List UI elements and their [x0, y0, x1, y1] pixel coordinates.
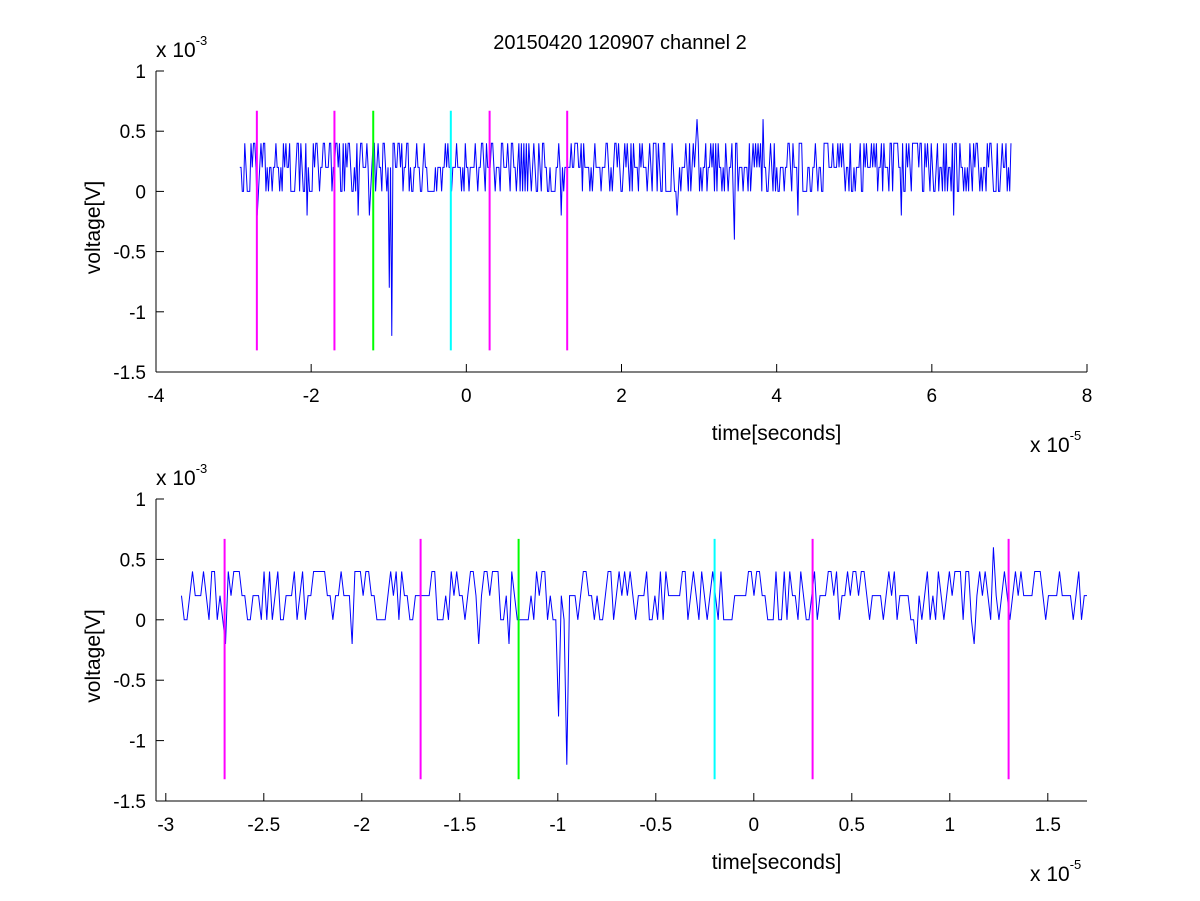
y-tick-label: -1.5 — [113, 363, 146, 384]
y-tick-label: 1 — [135, 62, 146, 83]
x-exponent: -5 — [1070, 428, 1082, 443]
x-tick-label: 0 — [749, 815, 760, 836]
x-tick-label: 4 — [771, 386, 782, 407]
x-tick-label: -3 — [157, 815, 174, 836]
y-axis-label: voltage[V] — [82, 181, 105, 274]
x-tick-label: 1 — [945, 815, 956, 836]
x-axis-label: time[seconds] — [712, 851, 842, 874]
y-tick-label: 0 — [135, 611, 146, 632]
figure-title: 20150420 120907 channel 2 — [493, 32, 747, 54]
top-panel: -4 -2 0 2 4 6 8 1 0.5 0 -0.5 -1 -1.5 time[seconds] vol… — [82, 33, 1092, 457]
y-tick-label: 0.5 — [120, 550, 146, 571]
signal-trace-bottom — [180, 547, 1087, 765]
y-tick-label: -1 — [129, 732, 146, 753]
x-exponent-label: x 10-5 — [1030, 428, 1081, 457]
y-exponent: -3 — [196, 33, 208, 48]
x-tick-label: -2 — [353, 815, 370, 836]
x-tick-label: -2 — [303, 386, 320, 407]
x-tick-label: -0.5 — [639, 815, 672, 836]
signal-trace-top — [239, 119, 1012, 336]
y-tick-label: -0.5 — [113, 671, 146, 692]
x-tick-label: 0 — [461, 386, 472, 407]
y-tick-label: 1 — [135, 490, 146, 511]
y-multiplier: x 10 — [156, 467, 196, 490]
x-exponent: -5 — [1070, 857, 1082, 872]
x-tick-label: -1 — [549, 815, 566, 836]
y-tick-label: -1 — [129, 303, 146, 324]
y-tick-label: 0.5 — [120, 122, 146, 143]
x-tick-label: 1.5 — [1035, 815, 1061, 836]
bottom-panel: -3 -2.5 -2 -1.5 -1 -0.5 0 0.5 1 1.5 1 0.5 0 -0.5 -1 -1.… — [82, 461, 1087, 886]
x-tick-label: 6 — [927, 386, 938, 407]
y-multiplier: x 10 — [156, 39, 196, 62]
x-tick-label: -1.5 — [443, 815, 476, 836]
y-tick-label: -0.5 — [113, 243, 146, 264]
x-axis-label: time[seconds] — [712, 422, 842, 445]
x-tick-label: -4 — [148, 386, 165, 407]
y-exponent-label: x 10-3 — [156, 461, 207, 490]
x-tick-label: 0.5 — [839, 815, 865, 836]
x-multiplier: x 10 — [1030, 863, 1070, 886]
x-tick-label: 8 — [1082, 386, 1093, 407]
y-tick-label: 0 — [135, 182, 146, 203]
y-exponent-label: x 10-3 — [156, 33, 207, 62]
y-tick-label: -1.5 — [113, 792, 146, 813]
x-tick-label: -2.5 — [247, 815, 280, 836]
y-axis-label: voltage[V] — [82, 609, 105, 702]
y-exponent: -3 — [196, 461, 208, 476]
x-multiplier: x 10 — [1030, 434, 1070, 457]
x-exponent-label: x 10-5 — [1030, 857, 1081, 886]
x-tick-label: 2 — [616, 386, 627, 407]
